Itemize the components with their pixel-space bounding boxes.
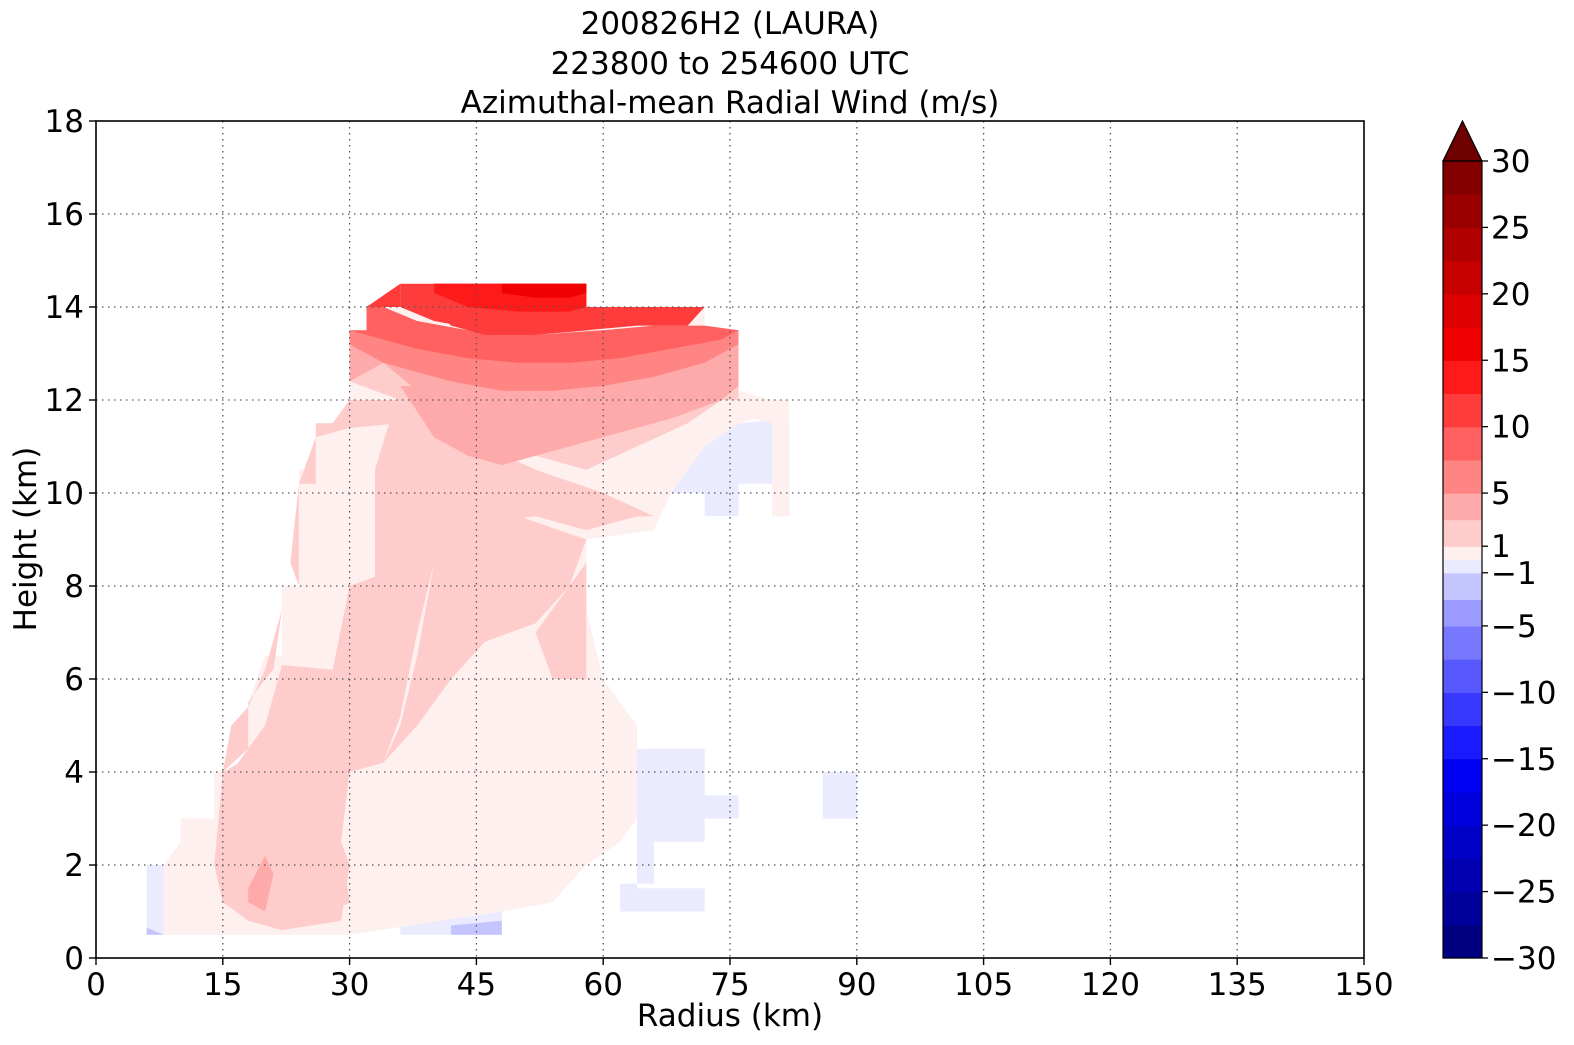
contour-fill-layer xyxy=(146,283,857,935)
x-axis-label: Radius (km) xyxy=(637,998,823,1034)
colorbar-tick-label-11: −20 xyxy=(1491,808,1556,844)
colorbar-swatch-24 xyxy=(1443,194,1482,229)
colorbar-swatch-20 xyxy=(1443,327,1482,361)
colorbar-tick-label-0: 30 xyxy=(1491,144,1530,180)
y-tick-label-5: 10 xyxy=(45,476,84,512)
colorbar-swatch-3 xyxy=(1443,825,1482,859)
contour-region-13 xyxy=(248,855,274,912)
colorbar-tick-label-7: −1 xyxy=(1491,556,1537,592)
y-tick-label-8: 16 xyxy=(45,197,84,233)
contour-region-17 xyxy=(349,307,739,363)
colorbar-ticks: 30 25 20 15 10 5 1−1 −5 −10 −15 −20 −25 −30 xyxy=(1482,144,1556,977)
colorbar-swatch-2 xyxy=(1443,858,1482,893)
colorbar-tick-label-6: 1 xyxy=(1491,529,1511,565)
x-tick-label-5: 75 xyxy=(710,967,749,1003)
y-tick-label-7: 14 xyxy=(45,290,84,326)
y-tick-label-3: 6 xyxy=(64,662,84,698)
colorbar-tick-label-5: 5 xyxy=(1491,476,1511,512)
colorbar-swatch-0 xyxy=(1443,924,1482,959)
chart-title-line-3: Azimuthal-mean Radial Wind (m/s) xyxy=(460,85,1000,121)
colorbar-swatch-16 xyxy=(1443,459,1482,494)
colorbar-frame xyxy=(1442,160,1483,959)
colorbar-swatch-21 xyxy=(1443,293,1482,328)
colorbar-tick-label-3: 15 xyxy=(1491,343,1530,379)
x-tick-label-1: 15 xyxy=(203,967,242,1003)
colorbar-swatch-15 xyxy=(1443,493,1482,521)
x-tick-label-4: 60 xyxy=(583,967,622,1003)
colorbar-swatch-14 xyxy=(1443,519,1482,547)
contour-region-15 xyxy=(400,362,739,466)
colorbar-swatch-5 xyxy=(1443,758,1482,793)
colorbar-swatch-8 xyxy=(1443,659,1482,693)
colorbar-swatch-22 xyxy=(1443,260,1482,295)
colorbar-swatch-9 xyxy=(1443,625,1482,660)
y-tick-label-1: 2 xyxy=(64,848,84,884)
x-tick-label-3: 45 xyxy=(457,967,496,1003)
x-tick-label-0: 0 xyxy=(86,967,106,1003)
colorbar-swatch-18 xyxy=(1443,393,1482,428)
x-tick-label-2: 30 xyxy=(330,967,369,1003)
colorbar-swatch-17 xyxy=(1443,426,1482,461)
contour-region-7 xyxy=(146,927,164,935)
contour-region-12 xyxy=(535,562,587,679)
colorbar-extend-arrow xyxy=(1442,119,1483,162)
y-axis-label: Height (km) xyxy=(8,447,44,632)
contour-region-11 xyxy=(222,386,654,921)
colorbar-tick-label-2: 20 xyxy=(1491,277,1530,313)
y-tick-label-9: 18 xyxy=(45,104,84,140)
colorbar-tick-label-8: −5 xyxy=(1491,609,1537,645)
colorbar-swatch-25 xyxy=(1443,161,1482,195)
y-tick-label-2: 4 xyxy=(64,755,84,791)
colorbar-swatch-6 xyxy=(1443,725,1482,760)
colorbar-swatch-10 xyxy=(1443,599,1482,627)
colorbar-swatch-7 xyxy=(1443,692,1482,727)
contour-region-4 xyxy=(670,418,790,517)
colorbar-swatch-4 xyxy=(1443,791,1482,826)
contour-region-3 xyxy=(823,772,857,819)
colorbar-tick-label-10: −15 xyxy=(1491,742,1556,778)
chart-title-line-2: 223800 to 254600 UTC xyxy=(550,46,910,82)
x-tick-label-8: 120 xyxy=(1081,967,1140,1003)
contour-region-9 xyxy=(222,330,739,772)
contour-region-6 xyxy=(451,920,502,935)
x-axis: 0 15 30 45 60 75 90 105 120 135 150 xyxy=(86,958,1394,1003)
colorbar-tick-label-12: −25 xyxy=(1491,875,1556,911)
grid-lines xyxy=(96,121,1364,958)
x-tick-label-9: 135 xyxy=(1208,967,1267,1003)
colorbar-swatch-19 xyxy=(1443,360,1482,395)
plot-area xyxy=(96,121,1364,958)
y-axis: 0 2 4 6 8 10 12 14 16 18 xyxy=(45,104,96,977)
colorbar-swatch-12 xyxy=(1443,559,1482,574)
colorbar-tick-label-1: 25 xyxy=(1491,210,1530,246)
y-tick-label-6: 12 xyxy=(45,383,84,419)
x-tick-label-6: 90 xyxy=(837,967,876,1003)
colorbar-tick-label-4: 10 xyxy=(1491,410,1530,446)
chart-title-line-1: 200826H2 (LAURA) xyxy=(580,6,880,42)
x-tick-label-7: 105 xyxy=(954,967,1013,1003)
y-tick-label-4: 8 xyxy=(64,569,84,605)
colorbar-swatch-13 xyxy=(1443,546,1482,561)
colorbar-tick-label-13: −30 xyxy=(1491,941,1556,977)
colorbar xyxy=(1442,119,1483,959)
colorbar-swatch-1 xyxy=(1443,891,1482,926)
y-tick-label-0: 0 xyxy=(64,941,84,977)
contour-region-21 xyxy=(501,283,587,298)
colorbar-tick-label-9: −10 xyxy=(1491,675,1556,711)
colorbar-swatch-11 xyxy=(1443,572,1482,600)
x-tick-label-10: 150 xyxy=(1334,967,1393,1003)
colorbar-swatch-23 xyxy=(1443,227,1482,262)
